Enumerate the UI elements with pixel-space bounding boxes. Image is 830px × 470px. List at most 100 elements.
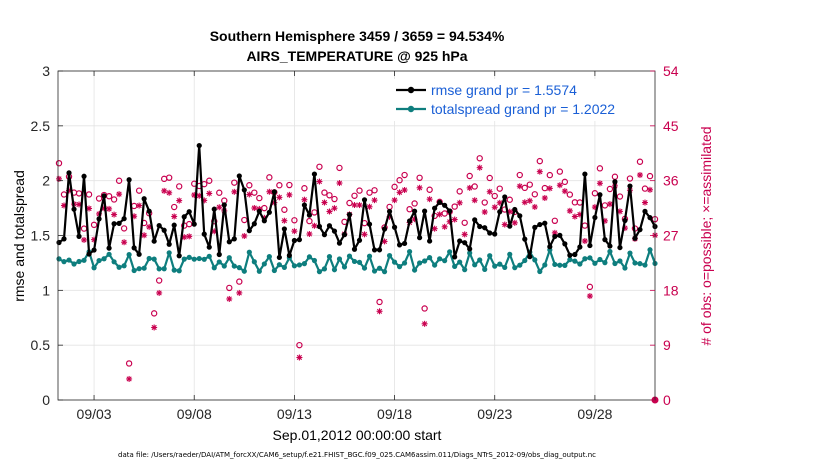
legend: rmse grand pr = 1.5574 totalspread grand… xyxy=(392,79,648,121)
obs-assimilated-point xyxy=(381,238,388,245)
obs-assimilated-point xyxy=(401,186,408,193)
obs-possible-point xyxy=(616,193,624,200)
rmse-point xyxy=(186,209,192,215)
rmse-point xyxy=(492,231,498,237)
legend-marker-rmse xyxy=(407,86,415,94)
rmse-point xyxy=(361,197,368,203)
spread-point xyxy=(492,263,498,269)
rmse-point xyxy=(627,183,633,189)
obs-assimilated-point xyxy=(361,231,368,238)
x-tick-label: 09/28 xyxy=(577,406,612,422)
obs-possible-point xyxy=(286,181,293,189)
obs-possible-point xyxy=(506,196,513,203)
rmse-point xyxy=(301,202,308,208)
obs-possible-point xyxy=(451,203,458,210)
obs-assimilated-point xyxy=(351,202,358,209)
spread-point xyxy=(361,265,368,271)
spread-point xyxy=(176,268,182,274)
obs-possible-point xyxy=(206,177,213,184)
obs-possible-point xyxy=(476,155,483,162)
obs-assimilated-point xyxy=(571,213,578,220)
rmse-point xyxy=(371,247,378,253)
y-tick-label-right: 9 xyxy=(663,337,671,353)
spread-point xyxy=(487,253,493,259)
spread-point xyxy=(592,260,598,266)
spread-point xyxy=(557,262,563,268)
rmse-point xyxy=(271,189,277,195)
obs-possible-point xyxy=(306,217,313,225)
obs-assimilated-point xyxy=(141,232,148,239)
obs-possible-point xyxy=(231,179,238,186)
obs-assimilated-point xyxy=(391,197,398,204)
spread-point xyxy=(246,249,252,255)
rmse-point xyxy=(422,208,428,214)
spread-point xyxy=(231,263,237,269)
spread-point xyxy=(647,247,653,253)
rmse-point xyxy=(221,202,227,208)
spread-point xyxy=(637,261,643,267)
obs-assimilated-point xyxy=(641,199,648,206)
rmse-point xyxy=(587,242,593,249)
spread-point xyxy=(386,253,393,259)
data-file-footer: data file: /Users/raeder/DAI/ATM_forcXX/… xyxy=(118,451,596,459)
spread-point xyxy=(196,255,202,262)
rmse-point xyxy=(321,232,328,238)
spread-point xyxy=(422,258,428,264)
obs-assimilated-point xyxy=(291,228,298,235)
obs-possible-point xyxy=(486,174,493,182)
obs-assimilated-point xyxy=(561,188,568,195)
obs-possible-point xyxy=(301,185,308,192)
spread-point xyxy=(371,268,378,274)
obs-assimilated-point xyxy=(416,184,423,191)
rmse-point xyxy=(632,235,638,241)
x-tick-label: 09/18 xyxy=(377,406,412,422)
rmse-point xyxy=(216,251,222,258)
rmse-point xyxy=(141,196,147,202)
rmse-point xyxy=(457,238,463,244)
spread-point xyxy=(627,250,633,256)
spread-point xyxy=(81,257,87,263)
rmse-point xyxy=(532,224,538,230)
spread-point xyxy=(201,256,207,262)
spread-point xyxy=(502,264,508,271)
rmse-point xyxy=(286,252,292,259)
obs-assimilated-point xyxy=(516,183,523,190)
spread-point xyxy=(141,265,147,271)
obs-assimilated-point xyxy=(556,182,563,189)
spread-point xyxy=(597,256,603,263)
rmse-point xyxy=(251,221,257,227)
obs-possible-point xyxy=(421,305,428,312)
obs-assimilated-point xyxy=(156,289,163,296)
obs-possible-point xyxy=(356,187,363,194)
spread-point xyxy=(437,256,443,262)
rmse-point xyxy=(391,224,398,230)
obs-possible-point xyxy=(336,164,343,172)
rmse-point xyxy=(406,218,413,224)
spread-point xyxy=(517,262,523,268)
obs-assimilated-point xyxy=(306,230,313,237)
obs-possible-point xyxy=(491,192,498,200)
rmse-point xyxy=(647,215,653,221)
spread-point xyxy=(417,260,423,266)
spread-point xyxy=(191,256,197,262)
rmse-point xyxy=(196,142,202,149)
obs-possible-point xyxy=(596,165,604,172)
rmse-point xyxy=(101,193,107,199)
obs-assimilated-point xyxy=(536,168,543,175)
rmse-point xyxy=(231,236,237,242)
obs-possible-point xyxy=(296,341,303,349)
spread-point xyxy=(457,259,463,265)
legend-box xyxy=(392,79,648,121)
rmse-point xyxy=(401,240,408,247)
spread-point xyxy=(256,268,262,274)
obs-possible-point xyxy=(566,191,574,198)
obs-possible-point xyxy=(155,277,163,284)
obs-possible-point xyxy=(646,172,654,180)
spread-point xyxy=(532,257,538,263)
rmse-point xyxy=(156,222,162,229)
spread-point xyxy=(146,255,152,262)
rmse-point xyxy=(276,254,282,261)
obs-possible-point xyxy=(95,195,103,202)
spread-point xyxy=(582,256,588,262)
